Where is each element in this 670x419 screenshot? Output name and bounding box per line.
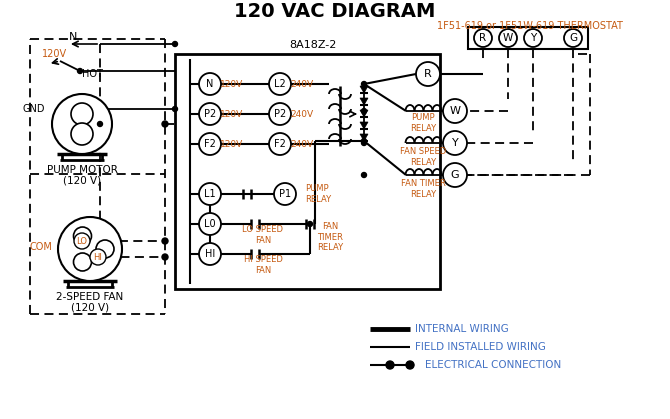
Circle shape xyxy=(78,68,82,73)
Bar xyxy=(468,27,588,49)
Text: P2: P2 xyxy=(274,109,286,119)
Text: HI SPEED
FAN: HI SPEED FAN xyxy=(244,255,283,275)
Circle shape xyxy=(362,173,366,178)
Circle shape xyxy=(74,253,92,271)
Text: 120V: 120V xyxy=(220,140,244,148)
Circle shape xyxy=(199,103,221,125)
Text: HI: HI xyxy=(94,253,103,261)
Text: INTERNAL WIRING: INTERNAL WIRING xyxy=(415,324,509,334)
Circle shape xyxy=(269,73,291,95)
Text: R: R xyxy=(424,69,432,79)
Circle shape xyxy=(71,103,93,125)
Circle shape xyxy=(162,238,168,244)
Circle shape xyxy=(443,163,467,187)
Text: N: N xyxy=(206,79,214,89)
Polygon shape xyxy=(360,122,368,129)
Text: Y: Y xyxy=(452,138,458,148)
Circle shape xyxy=(98,122,103,127)
Text: Y: Y xyxy=(530,33,536,43)
Text: 120V: 120V xyxy=(42,49,67,59)
Text: P1: P1 xyxy=(279,189,291,199)
Polygon shape xyxy=(360,110,368,117)
Polygon shape xyxy=(360,86,368,93)
Circle shape xyxy=(362,139,366,143)
Circle shape xyxy=(58,217,122,281)
Text: PUMP MOTOR: PUMP MOTOR xyxy=(46,165,117,175)
Circle shape xyxy=(199,183,221,205)
Circle shape xyxy=(362,82,366,86)
Text: G: G xyxy=(569,33,577,43)
Circle shape xyxy=(172,106,178,111)
Circle shape xyxy=(362,109,366,114)
Text: R: R xyxy=(480,33,486,43)
Text: HOT: HOT xyxy=(82,69,103,79)
Circle shape xyxy=(162,254,168,260)
Text: G: G xyxy=(451,170,460,180)
Circle shape xyxy=(199,73,221,95)
Circle shape xyxy=(199,133,221,155)
Circle shape xyxy=(71,123,93,145)
Text: 2-SPEED FAN: 2-SPEED FAN xyxy=(56,292,124,302)
Circle shape xyxy=(96,240,114,258)
Circle shape xyxy=(362,140,366,145)
Text: FAN SPEED
RELAY: FAN SPEED RELAY xyxy=(400,147,446,167)
Bar xyxy=(175,54,440,289)
Text: L0: L0 xyxy=(204,219,216,229)
Circle shape xyxy=(74,233,90,249)
Circle shape xyxy=(308,222,312,227)
Circle shape xyxy=(524,29,542,47)
Circle shape xyxy=(172,41,178,47)
Text: 240V: 240V xyxy=(290,80,314,88)
Circle shape xyxy=(443,131,467,155)
Text: ELECTRICAL CONNECTION: ELECTRICAL CONNECTION xyxy=(425,360,561,370)
Text: COM: COM xyxy=(29,242,52,252)
Text: FAN
TIMER
RELAY: FAN TIMER RELAY xyxy=(317,222,343,252)
Text: (120 V): (120 V) xyxy=(71,302,109,312)
Text: 120V: 120V xyxy=(220,80,244,88)
Circle shape xyxy=(162,121,168,127)
Circle shape xyxy=(90,249,106,265)
Text: W: W xyxy=(450,106,460,116)
Text: GND: GND xyxy=(23,104,45,114)
Circle shape xyxy=(74,227,92,245)
Text: 120 VAC DIAGRAM: 120 VAC DIAGRAM xyxy=(234,2,436,21)
Circle shape xyxy=(269,103,291,125)
Text: 120V: 120V xyxy=(220,109,244,119)
Circle shape xyxy=(269,133,291,155)
Text: 1F51-619 or 1F51W-619 THERMOSTAT: 1F51-619 or 1F51W-619 THERMOSTAT xyxy=(437,21,623,31)
Text: F2: F2 xyxy=(204,139,216,149)
Text: 240V: 240V xyxy=(290,109,314,119)
Text: FIELD INSTALLED WIRING: FIELD INSTALLED WIRING xyxy=(415,342,546,352)
Polygon shape xyxy=(360,134,368,141)
Text: L1: L1 xyxy=(204,189,216,199)
Circle shape xyxy=(443,99,467,123)
Circle shape xyxy=(52,94,112,154)
Circle shape xyxy=(199,243,221,265)
Text: PUMP
RELAY: PUMP RELAY xyxy=(410,113,436,133)
Text: LO: LO xyxy=(76,236,88,246)
Circle shape xyxy=(274,183,296,205)
Text: F2: F2 xyxy=(274,139,286,149)
Text: (120 V): (120 V) xyxy=(63,175,101,185)
Text: HI: HI xyxy=(205,249,215,259)
Polygon shape xyxy=(360,98,368,105)
Text: LO SPEED
FAN: LO SPEED FAN xyxy=(243,225,283,245)
Circle shape xyxy=(406,361,414,369)
Circle shape xyxy=(564,29,582,47)
Text: PUMP
RELAY: PUMP RELAY xyxy=(305,184,331,204)
Text: P2: P2 xyxy=(204,109,216,119)
Text: L2: L2 xyxy=(274,79,286,89)
Circle shape xyxy=(499,29,517,47)
Circle shape xyxy=(386,361,394,369)
Circle shape xyxy=(416,62,440,86)
Text: 240V: 240V xyxy=(290,140,314,148)
Text: 8A18Z-2: 8A18Z-2 xyxy=(289,40,337,50)
Circle shape xyxy=(199,213,221,235)
Text: W: W xyxy=(503,33,513,43)
Circle shape xyxy=(474,29,492,47)
Text: N: N xyxy=(69,32,77,42)
Text: FAN TIMER
RELAY: FAN TIMER RELAY xyxy=(401,179,446,199)
